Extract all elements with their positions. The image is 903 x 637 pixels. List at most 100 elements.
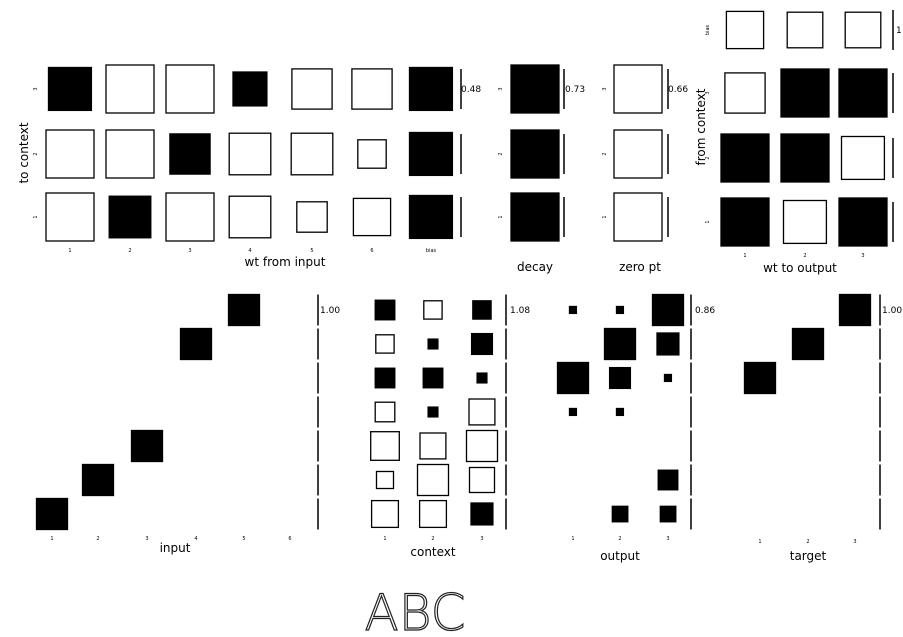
context-cell-r2-c3 <box>470 332 494 356</box>
input-cell-r7-c1 <box>35 497 69 531</box>
target-title: target <box>790 549 827 563</box>
context-cell-r2-c2 <box>427 338 439 350</box>
wt-to-output-cell-r1-c1 <box>725 10 765 50</box>
output-cell-r7-c3 <box>659 505 677 523</box>
context-cell-r1-c3 <box>472 300 492 320</box>
context-cell-r1-c2 <box>423 300 443 320</box>
wt-from-input-cell-r3-c7 <box>408 194 454 240</box>
panel-target: 1.00 1 2 3 target <box>743 293 902 563</box>
context-cell-r5-c1 <box>370 431 400 461</box>
wt-to-output-cell-r1-c3 <box>844 11 882 49</box>
context-cell-r6-c1 <box>375 470 395 490</box>
output-col-tick-2: 2 <box>618 536 621 542</box>
output-cell-r4-c2 <box>615 407 625 417</box>
wt-from-input-cell-r3-c5 <box>296 201 328 233</box>
input-col-tick-1: 1 <box>50 536 53 542</box>
wt-to-output-row-tick-3: 2 <box>705 156 711 159</box>
context-cell-r3-c1 <box>374 367 396 389</box>
output-cell-r2-c2 <box>603 327 637 361</box>
context-cell-r3-c3 <box>476 372 488 384</box>
decay-scale-value: 0.73 <box>565 85 585 95</box>
wt-to-output-cell-r4-c1 <box>720 197 770 247</box>
target-cell-r2-c2 <box>791 327 825 361</box>
wt-to-output-row-tick-2: 3 <box>705 91 711 94</box>
wt-to-output-col-tick-1: 1 <box>743 253 746 259</box>
input-col-tick-6: 6 <box>288 536 291 542</box>
input-title: input <box>160 541 191 555</box>
target-cell-r1-c3 <box>838 293 872 327</box>
context-title: context <box>410 545 456 559</box>
zero-pt-cell-r2-c1 <box>613 129 663 179</box>
decay-cell-r1-c1 <box>510 64 560 114</box>
panel-zero-pt: 0.66 3 2 1 zero pt <box>602 64 688 274</box>
zero-pt-cell-r1-c1 <box>613 64 663 114</box>
decay-row-tick-1: 3 <box>498 87 504 90</box>
context-cell-r4-c3 <box>468 398 496 426</box>
zero-pt-row-tick-2: 2 <box>602 152 608 155</box>
wt-from-input-cell-r1-c1 <box>47 66 93 112</box>
output-cell-r1-c1 <box>568 305 578 315</box>
wt-from-input-cell-r2-c1 <box>45 129 95 179</box>
wt-from-input-cell-r2-c7 <box>408 131 454 177</box>
wt-to-output-title: wt to output <box>763 261 837 275</box>
wt-from-input-cell-r3-c4 <box>228 195 272 239</box>
context-col-tick-1: 1 <box>383 536 386 542</box>
zero-pt-title: zero pt <box>619 260 661 274</box>
wt-to-output-cell-r4-c2 <box>782 199 828 245</box>
wt-from-input-cell-r2-c4 <box>228 132 272 176</box>
input-col-tick-5: 5 <box>242 536 245 542</box>
input-col-tick-4: 4 <box>194 536 197 542</box>
output-cell-r3-c2 <box>608 366 632 390</box>
zero-pt-cell-r3-c1 <box>613 192 663 242</box>
output-cell-r3-c1 <box>556 361 590 395</box>
context-cell-r5-c2 <box>419 432 447 460</box>
wt-to-output-cell-r3-c2 <box>780 133 830 183</box>
wt-from-input-col-tick-7: bias <box>426 248 437 254</box>
panel-wt-to-output: 1 1 2 3 bias 3 2 1 wt to output from context <box>694 10 902 275</box>
wt-to-output-cell-r2-c2 <box>780 68 830 118</box>
wt-from-input-cell-r3-c6 <box>352 197 392 237</box>
context-cell-r5-c3 <box>465 429 499 463</box>
context-col-tick-3: 3 <box>480 536 483 542</box>
input-scale-value: 1.00 <box>320 306 340 316</box>
wt-to-output-row-tick-1: bias <box>705 24 711 35</box>
context-scale-value: 1.08 <box>510 306 530 316</box>
wt-to-output-cell-r3-c3 <box>840 135 886 181</box>
output-cell-r2-c3 <box>656 332 680 356</box>
context-cell-r4-c2 <box>427 406 439 418</box>
context-cell-r1-c1 <box>374 299 396 321</box>
panel-decay: 0.73 3 2 1 decay <box>498 64 585 274</box>
wt-from-input-col-tick-3: 3 <box>188 248 191 254</box>
wt-to-output-col-tick-3: 3 <box>861 253 864 259</box>
wt-from-input-col-tick-6: 6 <box>370 248 373 254</box>
panel-input: 1.00 1 2 3 4 5 6 input <box>35 293 340 555</box>
wt-from-input-cell-r1-c5 <box>291 68 333 110</box>
wt-to-output-row-tick-4: 1 <box>705 220 711 223</box>
output-title: output <box>600 549 640 563</box>
output-col-tick-1: 1 <box>571 536 574 542</box>
target-scale-value: 1.00 <box>882 306 902 316</box>
wt-from-input-col-tick-4: 4 <box>248 248 251 254</box>
wt-from-input-cell-r2-c5 <box>290 132 334 176</box>
wt-from-input-row-tick-1: 3 <box>33 87 39 90</box>
input-cell-r5-c3 <box>130 429 164 463</box>
wt-from-input-cell-r1-c2 <box>105 64 155 114</box>
context-cell-r7-c3 <box>470 502 494 526</box>
decay-title: decay <box>517 260 553 274</box>
output-cell-r6-c3 <box>657 469 679 491</box>
wt-to-output-scale-value: 1 <box>896 26 902 36</box>
wt-from-input-cell-r1-c3 <box>165 64 215 114</box>
zero-pt-row-tick-1: 3 <box>602 87 608 90</box>
output-col-tick-3: 3 <box>666 536 669 542</box>
output-cell-r1-c3 <box>651 293 685 327</box>
target-col-tick-1: 1 <box>758 539 761 545</box>
wt-from-input-cell-r1-c7 <box>408 66 454 112</box>
input-col-tick-2: 2 <box>96 536 99 542</box>
context-cell-r7-c1 <box>370 499 400 529</box>
decay-cell-r3-c1 <box>510 192 560 242</box>
wt-from-input-cell-r2-c2 <box>105 129 155 179</box>
figure-caption: ABC <box>365 584 466 637</box>
wt-to-output-cell-r4-c3 <box>838 197 888 247</box>
wt-to-output-cell-r3-c1 <box>720 133 770 183</box>
